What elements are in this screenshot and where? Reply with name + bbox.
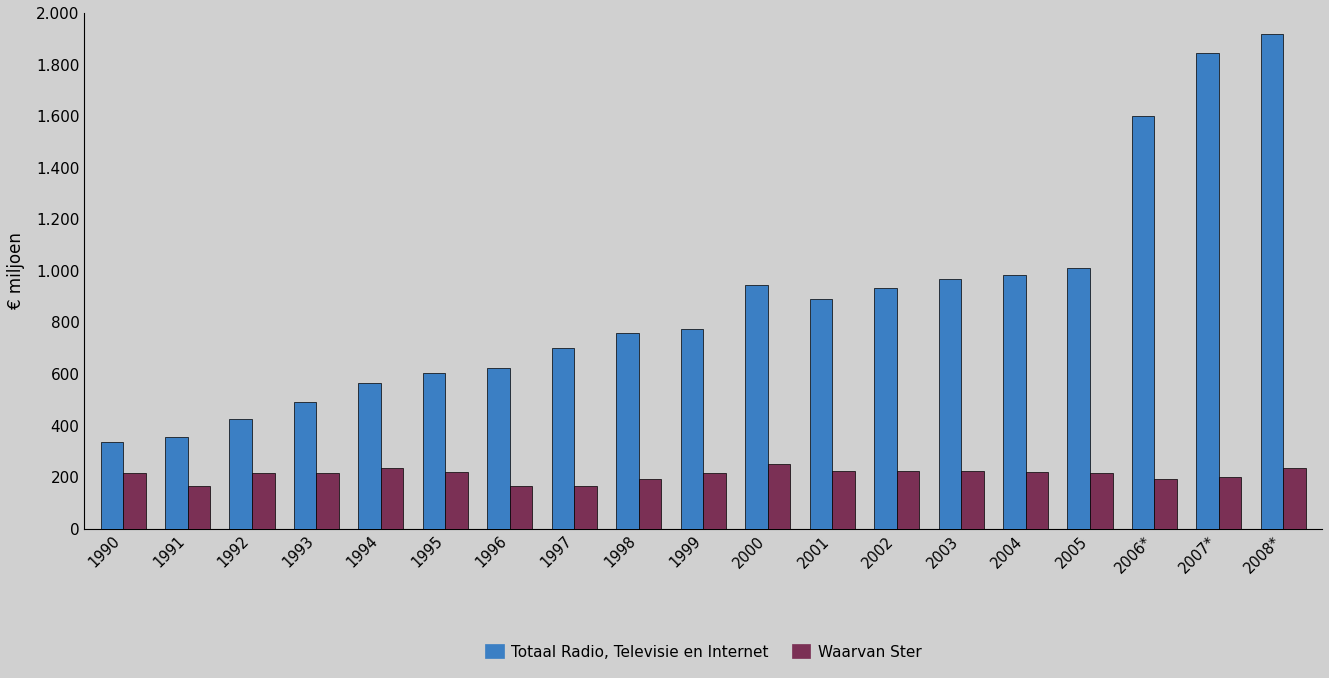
Bar xyxy=(423,373,445,529)
Bar xyxy=(574,486,597,529)
Bar xyxy=(445,472,468,529)
Bar xyxy=(809,299,832,529)
Bar xyxy=(187,486,210,529)
Bar xyxy=(359,383,381,529)
Bar xyxy=(617,333,639,529)
Bar xyxy=(1090,473,1112,529)
Bar xyxy=(510,486,533,529)
Bar xyxy=(230,419,253,529)
Bar xyxy=(832,471,855,529)
Bar xyxy=(316,473,339,529)
Bar xyxy=(1132,116,1155,529)
Bar xyxy=(381,468,404,529)
Bar xyxy=(1067,268,1090,529)
Bar xyxy=(124,473,146,529)
Bar xyxy=(101,443,124,529)
Bar xyxy=(680,329,703,529)
Bar xyxy=(488,367,510,529)
Bar xyxy=(938,279,961,529)
Bar xyxy=(639,479,662,529)
Bar xyxy=(1284,468,1306,529)
Y-axis label: € miljoen: € miljoen xyxy=(7,233,25,309)
Bar xyxy=(552,348,574,529)
Bar xyxy=(1261,34,1284,529)
Bar xyxy=(253,473,275,529)
Bar xyxy=(294,403,316,529)
Bar xyxy=(1219,477,1241,529)
Bar xyxy=(165,437,187,529)
Bar xyxy=(897,471,920,529)
Bar xyxy=(703,473,726,529)
Bar xyxy=(1003,275,1026,529)
Legend: Totaal Radio, Televisie en Internet, Waarvan Ster: Totaal Radio, Televisie en Internet, Waa… xyxy=(478,639,928,666)
Bar xyxy=(768,464,791,529)
Bar xyxy=(1196,53,1219,529)
Bar xyxy=(1155,479,1177,529)
Bar xyxy=(1026,472,1049,529)
Bar xyxy=(961,471,983,529)
Bar xyxy=(874,287,897,529)
Bar xyxy=(746,285,768,529)
